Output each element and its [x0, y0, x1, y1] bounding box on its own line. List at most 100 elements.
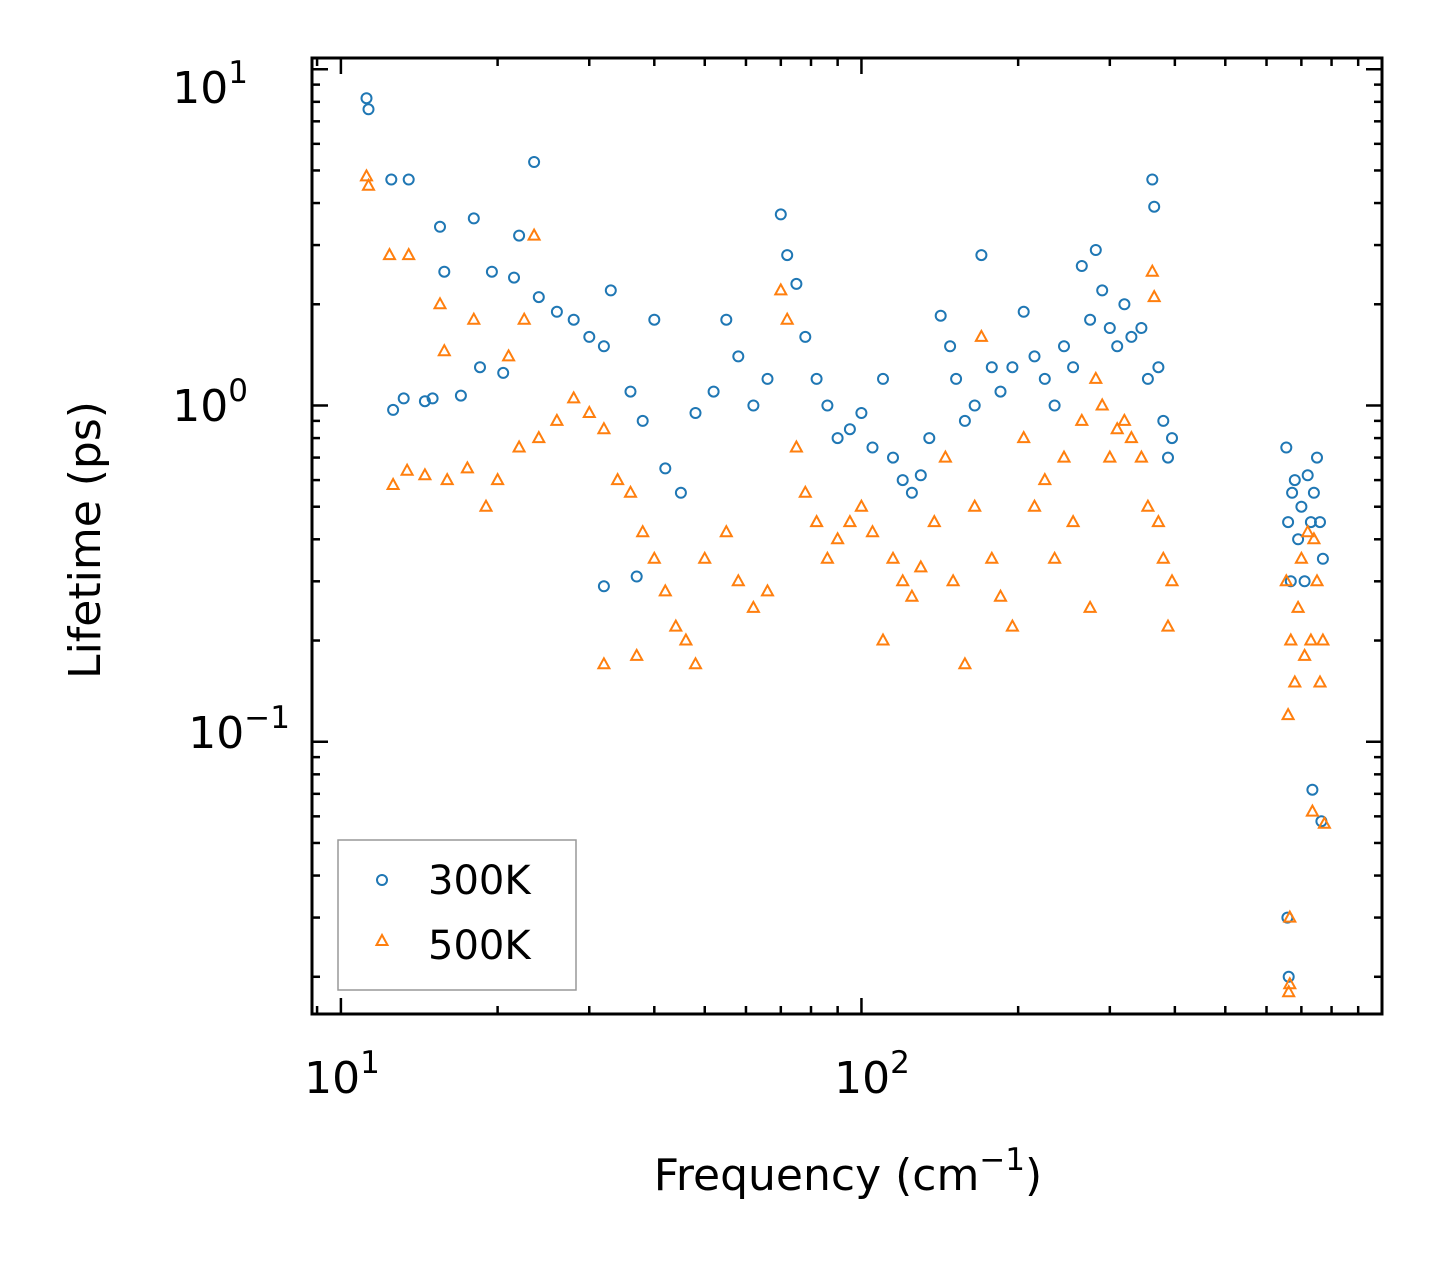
data-point-300k: [1075, 260, 1088, 272]
data-point-500k: [566, 390, 581, 404]
data-point-500k: [1147, 289, 1162, 303]
data-point-300k: [636, 414, 649, 427]
data-point-500k: [913, 559, 928, 573]
series-300k: [360, 92, 1329, 983]
data-point-300k: [896, 474, 909, 487]
data-point-300k: [1058, 340, 1070, 353]
data-point-500k: [780, 311, 795, 325]
data-point-500k: [501, 348, 516, 362]
data-point-300k: [508, 271, 520, 284]
data-point-500k: [773, 282, 788, 296]
data-point-300k: [1111, 340, 1124, 353]
data-point-500k: [1164, 573, 1180, 587]
data-point-500k: [610, 472, 625, 486]
data-point-300k: [438, 265, 451, 278]
data-point-300k: [1146, 173, 1159, 186]
data-point-500k: [927, 514, 942, 528]
axis-ticks: [312, 58, 1384, 1014]
data-point-300k: [1292, 533, 1305, 546]
data-point-300k: [1307, 486, 1320, 499]
data-point-500k: [1016, 430, 1031, 444]
data-point-300k: [362, 103, 375, 116]
data-point-300k: [387, 403, 400, 416]
data-point-300k: [426, 392, 439, 405]
data-point-300k: [914, 469, 927, 482]
data-point-300k: [975, 249, 988, 262]
data-point-300k: [821, 399, 834, 412]
data-point-500k: [1290, 599, 1306, 613]
data-point-500k: [957, 656, 973, 670]
data-point-500k: [531, 430, 546, 444]
data-point-300k: [799, 330, 812, 343]
data-point-300k: [397, 392, 410, 405]
legend-marker-500k: [374, 932, 390, 946]
data-point-500k: [678, 632, 694, 646]
legend: 300K 500K: [337, 839, 577, 991]
data-point-500k: [885, 550, 901, 564]
data-point-500k: [478, 498, 494, 512]
data-point-300k: [968, 399, 981, 412]
data-point-300k: [1288, 474, 1301, 487]
data-point-500k: [789, 439, 804, 453]
data-point-300k: [905, 486, 918, 499]
data-point-500k: [697, 550, 712, 564]
data-point-300k: [567, 313, 580, 326]
data-point-300k: [597, 580, 610, 593]
data-point-500k: [511, 439, 527, 453]
data-point-500k: [526, 227, 542, 241]
data-point-300k: [781, 249, 794, 262]
data-point-300k: [597, 340, 610, 353]
data-point-300k: [434, 220, 446, 233]
data-point-300k: [1298, 575, 1311, 588]
data-point-500k: [1140, 498, 1156, 512]
data-point-500k: [490, 472, 505, 486]
data-point-500k: [993, 588, 1008, 602]
legend-label-500k: 500K: [428, 923, 532, 969]
data-point-300k: [866, 441, 879, 454]
data-point-500k: [746, 599, 761, 613]
data-point-300k: [485, 265, 498, 278]
data-point-500k: [647, 550, 662, 564]
data-point-500k: [359, 168, 374, 182]
data-point-500k: [1095, 397, 1110, 411]
data-point-500k: [466, 311, 481, 325]
data-point-300k: [630, 570, 643, 583]
data-marks: [359, 92, 1332, 998]
data-point-300k: [774, 208, 787, 221]
data-point-300k: [855, 407, 868, 419]
x-axis-title: Frequency (cm−1): [654, 1142, 1042, 1201]
y-axis-title: Lifetime (ps): [60, 401, 111, 679]
data-point-300k: [385, 173, 398, 186]
data-point-500k: [1145, 263, 1160, 277]
data-point-300k: [887, 451, 899, 464]
data-point-300k: [747, 399, 760, 412]
data-point-300k: [810, 372, 823, 385]
data-point-500k: [1305, 803, 1320, 817]
data-point-500k: [1065, 514, 1081, 528]
data-point-300k: [720, 313, 733, 326]
data-point-500k: [1156, 550, 1171, 564]
data-point-500k: [417, 467, 433, 481]
data-point-500k: [1282, 909, 1297, 923]
data-point-300k: [1314, 516, 1326, 529]
data-point-500k: [1102, 449, 1117, 463]
data-point-500k: [596, 656, 612, 670]
data-point-500k: [668, 618, 683, 632]
data-point-300k: [1125, 330, 1138, 343]
data-point-300k: [648, 313, 661, 326]
y-tick-label-1: 100: [172, 373, 248, 432]
data-point-500k: [1282, 976, 1297, 990]
data-point-500k: [596, 421, 612, 435]
data-point-500k: [549, 412, 565, 426]
data-point-500k: [1303, 632, 1319, 646]
data-point-300k: [528, 156, 541, 168]
data-point-500k: [1110, 421, 1125, 435]
data-point-300k: [1311, 451, 1323, 464]
data-point-300k: [1067, 361, 1080, 374]
data-point-300k: [1006, 361, 1019, 374]
data-point-300k: [418, 395, 431, 408]
data-point-500k: [830, 531, 845, 545]
data-point-300k: [923, 432, 936, 445]
data-point-300k: [1286, 486, 1299, 499]
